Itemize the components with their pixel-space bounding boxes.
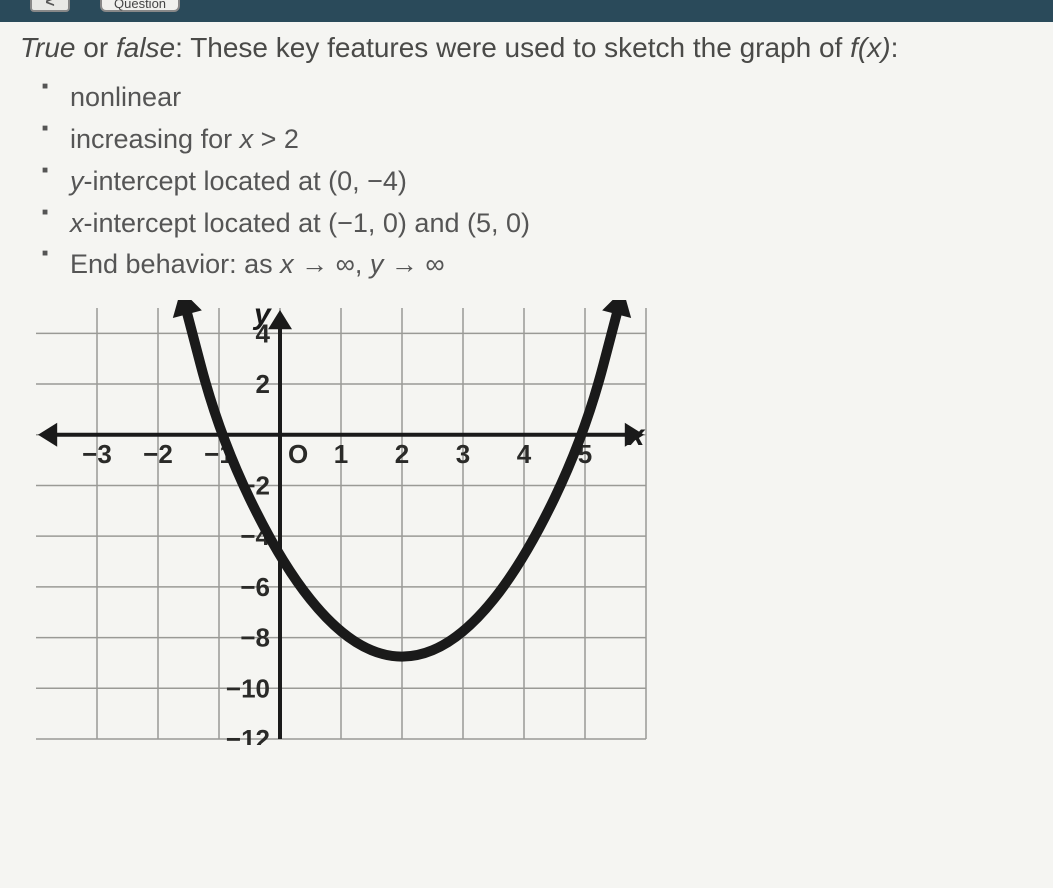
svg-text:y: y [252, 300, 272, 331]
list-item: x-intercept located at (−1, 0) and (5, 0… [70, 203, 1033, 245]
fx-symbol: f(x) [850, 32, 890, 63]
question-label: Question [114, 0, 166, 11]
svg-text:3: 3 [456, 439, 470, 469]
feature-list: nonlinear increasing for x > 2 y-interce… [20, 77, 1033, 286]
chart-svg: −3−2−1O1234542−2−4−6−8−10−12yx [26, 300, 656, 745]
svg-text:2: 2 [395, 439, 409, 469]
list-item: y-intercept located at (0, −4) [70, 161, 1033, 203]
back-button[interactable]: < [30, 0, 70, 12]
svg-text:O: O [288, 439, 308, 469]
svg-text:−3: −3 [82, 439, 112, 469]
svg-text:−8: −8 [240, 623, 270, 653]
svg-text:−12: −12 [226, 724, 270, 745]
svg-text:−10: −10 [226, 674, 270, 704]
false-word: false [116, 32, 175, 63]
prompt-body: These key features were used to sketch t… [190, 32, 850, 63]
list-item: End behavior: as x → ∞, y → ∞ [70, 244, 1033, 286]
question-dropdown[interactable]: Question [100, 0, 180, 12]
chevron-left-icon: < [45, 0, 54, 12]
question-content: True or false: These key features were u… [0, 22, 1053, 760]
svg-text:−6: −6 [240, 572, 270, 602]
graph-chart: −3−2−1O1234542−2−4−6−8−10−12yx [26, 300, 1033, 750]
svg-text:2: 2 [256, 369, 270, 399]
list-item: nonlinear [70, 77, 1033, 119]
top-bar: < Question [0, 0, 1053, 22]
list-item: increasing for x > 2 [70, 119, 1033, 161]
prompt-text: True or false: These key features were u… [20, 30, 1033, 65]
svg-text:1: 1 [334, 439, 348, 469]
svg-text:x: x [626, 419, 646, 452]
svg-text:4: 4 [517, 439, 532, 469]
true-word: True [20, 32, 76, 63]
svg-text:−2: −2 [143, 439, 173, 469]
